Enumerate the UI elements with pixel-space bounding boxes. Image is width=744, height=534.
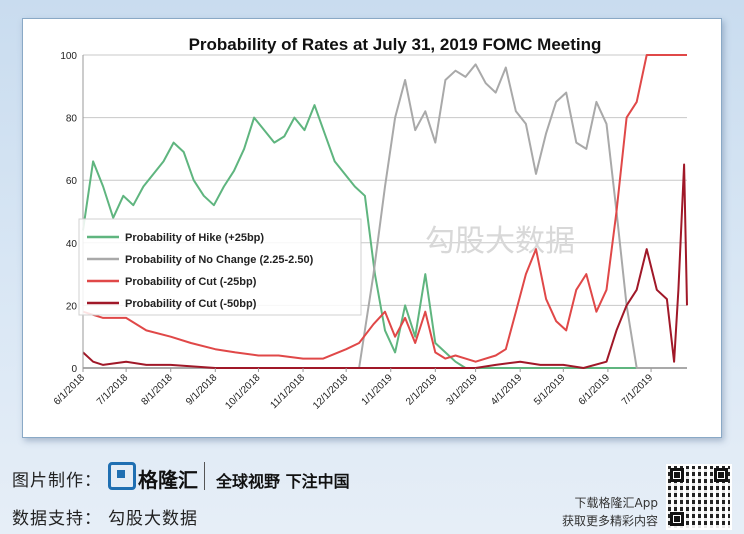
brand-divider [204,462,205,490]
made-by-label: 图片制作： [12,471,102,491]
y-tick-label: 100 [60,51,77,62]
chart-frame: 勾股大数据 0 20 40 60 80 100 6/1/2018 7/1/2018 8/1/20… [22,18,722,438]
data-support-label: 数据支持： [12,509,102,529]
x-tick-label: 4/1/2019 [489,372,525,408]
series-line [82,104,687,369]
x-tick-label: 5/1/2019 [532,372,568,408]
qr-code-icon[interactable] [666,464,732,530]
x-tick-label: 10/1/2018 [223,372,263,412]
download-line: 下载格隆汇App [574,496,658,510]
x-tick-label: 7/1/2019 [620,372,656,408]
x-tick-label: 7/1/2018 [95,372,131,408]
legend-label: Probability of Hike (+25bp) [125,232,264,244]
brand-logo-icon [108,462,136,490]
y-tick-label: 20 [66,301,78,312]
x-tick-label: 11/1/2018 [268,372,307,411]
x-tick-label: 6/1/2019 [577,372,613,408]
legend-label: Probability of Cut (-50bp) [125,298,257,310]
y-tick-label: 40 [66,239,78,250]
legend: Probability of Hike (+25bp) Probability o… [78,218,362,316]
y-tick-label: 80 [66,114,78,125]
x-tick-label: 8/1/2018 [140,372,176,408]
x-tick-label: 12/1/2018 [311,372,351,412]
legend-box [78,218,362,316]
watermark: 勾股大数据 [425,224,575,259]
x-tick-label: 3/1/2019 [444,372,480,408]
x-tick-label: 9/1/2018 [184,372,220,408]
series-layer [82,54,688,369]
series-line [82,54,687,363]
x-tick-label: 2/1/2019 [404,372,440,408]
slogan: 全球视野 下注中国 [216,472,350,491]
x-tick-label: 6/1/2018 [52,372,88,408]
series-line [82,163,688,369]
footer: 图片制作： 格隆汇 全球视野 下注中国 数据支持： 勾股大数据 下载格隆汇App… [0,452,744,534]
legend-label: Probability of Cut (-25bp) [125,276,257,288]
y-tick-label: 60 [66,176,78,187]
chart: 勾股大数据 0 20 40 60 80 100 6/1/2018 7/1/2018 8/1/20… [52,35,688,412]
brand-name: 格隆汇 [138,468,198,492]
y-tick-label: 0 [71,364,77,375]
chart-title: Probability of Rates at July 31, 2019 FO… [189,35,602,54]
x-tick-label: 1/1/2019 [360,372,396,408]
legend-label: Probability of No Change (2.25-2.50) [125,254,314,266]
watermark-text: 勾股大数据 [425,224,575,259]
download-line2: 获取更多精彩内容 [561,514,658,528]
series-line [83,63,687,369]
data-source: 勾股大数据 [108,509,198,529]
